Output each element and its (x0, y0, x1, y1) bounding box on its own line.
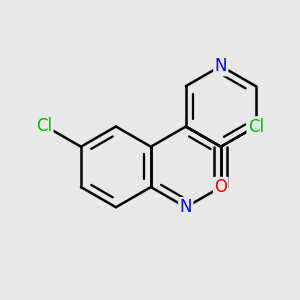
Text: N: N (214, 57, 227, 75)
Text: O: O (214, 178, 227, 196)
Text: Cl: Cl (248, 118, 264, 136)
Text: N: N (180, 198, 192, 216)
Text: Cl: Cl (36, 116, 52, 134)
